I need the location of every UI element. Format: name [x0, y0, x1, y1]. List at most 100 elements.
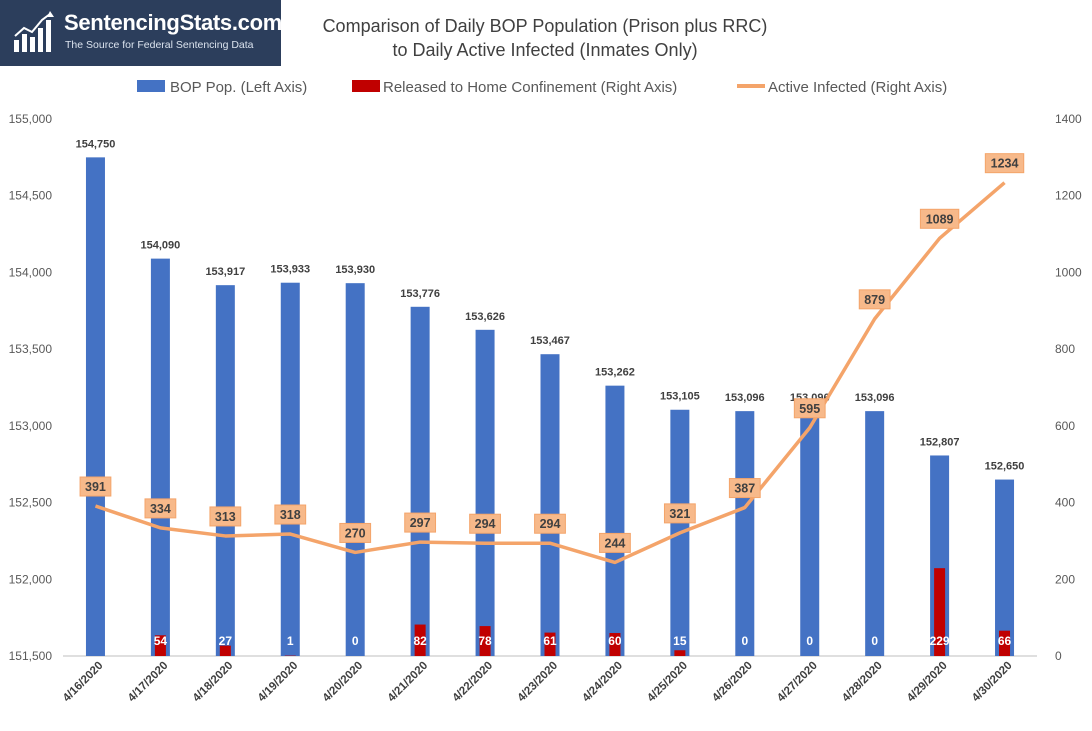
legend-swatch-home-confinement — [352, 80, 380, 92]
active-infected-label-box — [793, 398, 826, 419]
x-axis-category-label: 4/17/2020 — [126, 660, 171, 705]
bop-pop-bar — [605, 385, 625, 656]
x-axis-category-label: 4/24/2020 — [580, 660, 625, 705]
right-axis-tick-label: 1000 — [1055, 265, 1082, 279]
left-axis-tick-label: 154,000 — [9, 265, 53, 279]
bop-pop-data-label: 153,930 — [335, 264, 375, 276]
active-infected-data-label: 297 — [410, 516, 431, 530]
bop-pop-data-label: 154,090 — [141, 240, 181, 252]
bop-pop-bar — [735, 411, 755, 656]
home-confinement-bar — [999, 630, 1011, 656]
bop-pop-bar — [865, 411, 885, 656]
active-infected-label-box — [274, 504, 307, 525]
home-confinement-data-label: 78 — [478, 634, 492, 648]
active-infected-data-label: 391 — [85, 480, 106, 494]
bop-pop-data-label: 154,750 — [76, 138, 116, 150]
bop-pop-data-label: 153,096 — [855, 392, 895, 404]
active-infected-label-box — [469, 513, 501, 534]
active-infected-data-label: 595 — [799, 402, 820, 416]
active-infected-data-label: 1089 — [926, 212, 954, 226]
home-confinement-data-label: 1 — [287, 634, 294, 648]
right-axis-tick-label: 1400 — [1055, 112, 1082, 126]
right-axis-tick-label: 400 — [1055, 496, 1075, 510]
active-infected-data-label: 318 — [280, 508, 301, 522]
site-logo[interactable]: SentencingStats.com The Source for Feder… — [0, 0, 283, 66]
left-axis-tick-label: 153,000 — [9, 419, 53, 433]
bop-pop-bar — [410, 306, 430, 656]
home-confinement-data-label: 66 — [998, 634, 1012, 648]
active-infected-data-label: 294 — [540, 517, 561, 531]
active-infected-data-label: 294 — [475, 517, 496, 531]
home-confinement-data-label: 0 — [352, 634, 359, 648]
home-confinement-data-label: 82 — [413, 634, 427, 648]
x-axis-category-label: 4/26/2020 — [710, 660, 755, 705]
bop-pop-data-label: 153,776 — [400, 288, 440, 300]
x-axis-category-label: 4/25/2020 — [645, 660, 690, 705]
bop-pop-data-label: 153,917 — [205, 266, 245, 278]
legend-label-bop-pop: BOP Pop. (Left Axis) — [170, 79, 307, 96]
active-infected-data-label: 321 — [669, 507, 690, 521]
home-confinement-bar — [479, 626, 491, 656]
x-axis-category-label: 4/16/2020 — [61, 660, 106, 705]
home-confinement-bar — [544, 632, 556, 656]
left-axis-tick-label: 154,500 — [9, 189, 53, 203]
logo-name: SentencingStats.com — [64, 10, 283, 35]
left-axis-tick-label: 152,000 — [9, 572, 53, 586]
x-axis-category-label: 4/18/2020 — [191, 660, 236, 705]
home-confinement-data-label: 0 — [806, 634, 813, 648]
home-confinement-data-label: 15 — [673, 634, 687, 648]
home-confinement-data-label: 54 — [154, 634, 168, 648]
home-confinement-data-label: 229 — [930, 634, 950, 648]
active-infected-label-box — [534, 513, 566, 534]
active-infected-label-box — [599, 532, 631, 553]
active-infected-label-box — [404, 512, 437, 533]
bop-pop-data-label: 153,933 — [270, 264, 310, 276]
home-confinement-bar — [609, 632, 621, 656]
x-axis-category-label: 4/20/2020 — [321, 660, 366, 705]
right-axis-tick-label: 800 — [1055, 342, 1075, 356]
active-infected-label-box — [663, 503, 696, 524]
x-axis-category-label: 4/29/2020 — [905, 660, 950, 705]
bop-pop-data-label: 153,262 — [595, 367, 635, 379]
left-axis-tick-label: 152,500 — [9, 496, 53, 510]
bop-pop-data-label: 153,096 — [725, 392, 765, 404]
active-infected-label-box — [79, 476, 112, 497]
active-infected-label-box — [144, 498, 177, 519]
x-axis-category-label: 4/23/2020 — [515, 660, 560, 705]
bop-pop-bar — [995, 479, 1015, 656]
chart-title-line-1: Comparison of Daily BOP Population (Pris… — [322, 16, 768, 36]
bop-pop-data-label: 152,807 — [920, 436, 960, 448]
active-infected-line — [94, 181, 1006, 565]
home-confinement-data-label: 61 — [543, 634, 557, 648]
active-infected-data-label: 387 — [734, 482, 755, 496]
legend-label-home-confinement: Released to Home Confinement (Right Axis… — [383, 79, 677, 96]
home-confinement-bar — [154, 635, 166, 656]
active-infected-data-label: 334 — [150, 502, 171, 516]
bop-pop-bar — [475, 329, 495, 656]
right-axis-tick-label: 0 — [1055, 649, 1062, 663]
bop-pop-bar — [345, 283, 365, 656]
bop-pop-data-label: 152,650 — [985, 461, 1025, 473]
legend-swatch-bop-pop — [137, 80, 165, 92]
legend-label-active-infected: Active Infected (Right Axis) — [768, 79, 947, 96]
right-axis-tick-label: 600 — [1055, 419, 1075, 433]
active-infected-label-box — [339, 522, 372, 543]
bop-pop-data-label: 153,626 — [465, 311, 505, 323]
active-infected-data-label: 1234 — [991, 157, 1019, 171]
active-infected-data-label: 879 — [864, 293, 885, 307]
x-axis-category-label: 4/19/2020 — [256, 660, 301, 705]
active-infected-label-box — [984, 153, 1025, 174]
bop-pop-bar — [215, 285, 235, 656]
home-confinement-bar — [934, 568, 946, 656]
x-axis-category-label: 4/21/2020 — [386, 660, 431, 705]
bop-pop-bar — [85, 157, 105, 656]
x-axis-category-label: 4/30/2020 — [970, 660, 1015, 705]
left-axis-tick-label: 151,500 — [9, 649, 53, 663]
home-confinement-data-label: 27 — [219, 634, 233, 648]
bop-pop-bar — [150, 258, 170, 656]
active-infected-data-label: 313 — [215, 510, 236, 524]
home-confinement-data-label: 0 — [871, 634, 878, 648]
logo-tagline: The Source for Federal Sentencing Data — [65, 39, 254, 51]
active-infected-label-box — [858, 289, 891, 310]
